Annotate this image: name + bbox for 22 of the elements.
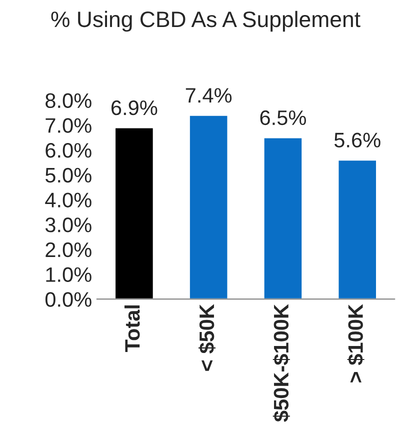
bar (188, 114, 229, 300)
y-tick-label: 5.0% (45, 168, 92, 183)
y-tick-label: 3.0% (45, 218, 92, 232)
y-tick-label: 1.0% (46, 267, 92, 282)
y-tick-label: 8.0% (46, 93, 92, 108)
x-tick-label: $50K-$100K (272, 304, 290, 422)
y-tick-label: 2.0% (46, 242, 92, 258)
bar (262, 136, 304, 300)
y-tick-label: 6.0% (46, 142, 92, 158)
chart-title: % Using CBD As A Supplement (51, 10, 360, 32)
y-tick-label: 4.0% (45, 192, 92, 208)
x-tick-label: < $50K (198, 304, 216, 371)
data-label: 7.4% (186, 88, 232, 103)
data-label: 6.9% (112, 100, 158, 116)
bar (337, 159, 378, 300)
data-label: 6.5% (260, 110, 306, 126)
bar (114, 126, 154, 300)
x-tick-label: Total (124, 305, 140, 352)
x-tick-label: > $100K (347, 304, 364, 382)
y-tick-label: 7.0% (46, 118, 92, 133)
data-label: 5.6% (334, 132, 380, 148)
y-tick-label: 0.0% (45, 292, 92, 307)
